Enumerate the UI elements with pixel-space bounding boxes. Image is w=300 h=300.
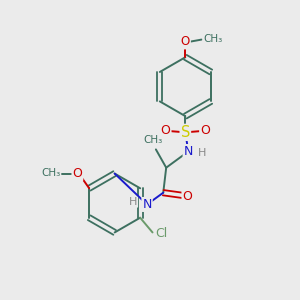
- Text: N: N: [184, 145, 193, 158]
- Text: CH₃: CH₃: [203, 34, 222, 44]
- Text: O: O: [182, 190, 192, 203]
- Text: O: O: [73, 167, 82, 180]
- Text: H: H: [129, 197, 138, 207]
- Text: N: N: [142, 198, 152, 211]
- Text: S: S: [181, 125, 190, 140]
- Text: H: H: [198, 148, 206, 158]
- Text: O: O: [161, 124, 170, 137]
- Text: O: O: [200, 124, 210, 137]
- Text: O: O: [181, 35, 190, 48]
- Text: CH₃: CH₃: [143, 135, 163, 145]
- Text: CH₃: CH₃: [41, 168, 60, 178]
- Text: Cl: Cl: [155, 227, 167, 240]
